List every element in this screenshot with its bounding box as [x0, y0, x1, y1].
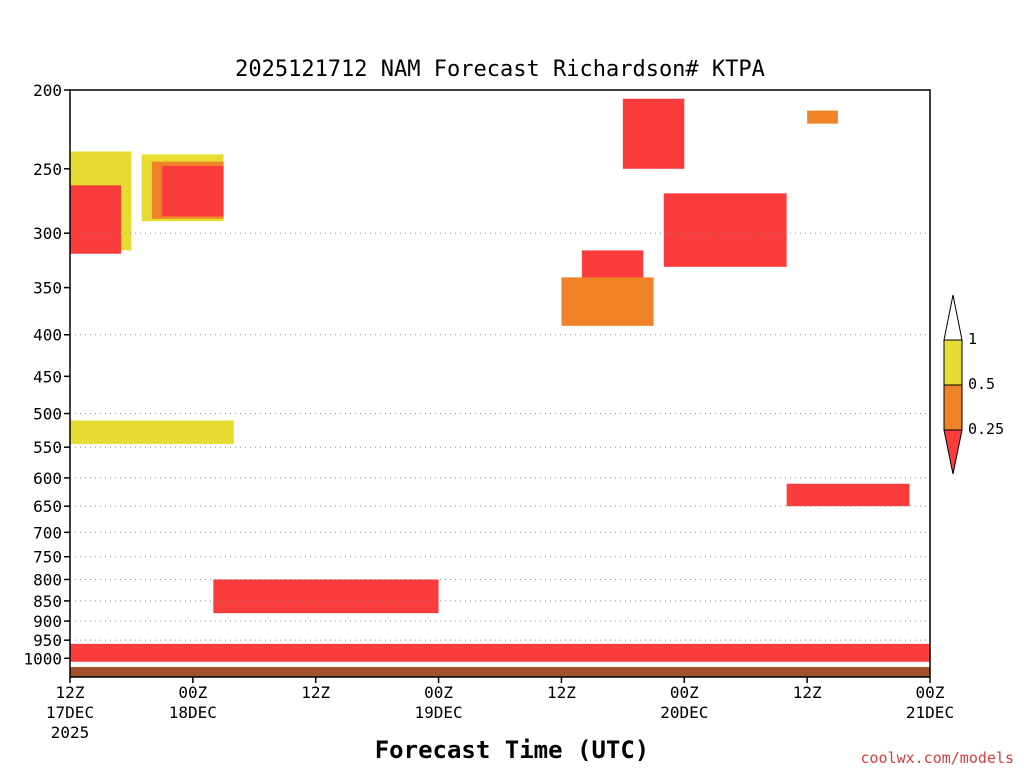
gridlines [70, 232, 930, 641]
heatmap-region-13 [213, 579, 439, 614]
y-tick-label-450: 450 [33, 367, 62, 386]
credit-link[interactable]: coolwx.com/models [860, 749, 1014, 767]
heatmap-region-4 [162, 165, 224, 217]
y-tick-label-500: 500 [33, 405, 62, 424]
x-tick-label-4-0: 12Z [547, 683, 576, 702]
legend-swatch-gt-1 [943, 294, 963, 341]
legend-swatch-0.5-to-1 [943, 339, 963, 386]
x-tick-label-3-1: 19DEC [414, 703, 462, 722]
legend-label-1: 1 [968, 330, 977, 348]
y-tick-label-600: 600 [33, 469, 62, 488]
plot-frame [69, 89, 931, 678]
heatmap-region-5 [622, 98, 685, 169]
x-tick-label-5-0: 00Z [670, 683, 699, 702]
x-tick-label-6-0: 12Z [793, 683, 822, 702]
plot-area [69, 89, 931, 678]
y-tick-label-300: 300 [33, 224, 62, 243]
legend-swatch-0.25-to-0.5 [943, 384, 963, 431]
y-tick-label-1000: 1000 [23, 649, 62, 668]
y-tick-label-400: 400 [33, 326, 62, 345]
x-tick-label-1-1: 18DEC [169, 703, 217, 722]
heatmap-region-7 [663, 193, 787, 267]
x-axis-label: Forecast Time (UTC) [375, 736, 650, 764]
x-tick-label-0-0: 12Z [56, 683, 85, 702]
x-tick-label-1-0: 00Z [178, 683, 207, 702]
x-tick-label-0-1: 17DEC [46, 703, 94, 722]
y-tick-label-250: 250 [33, 160, 62, 179]
x-tick-label-0-2: 2025 [51, 723, 90, 742]
x-tick-label-2-0: 12Z [301, 683, 330, 702]
y-tick-label-800: 800 [33, 570, 62, 589]
x-tick-label-7-0: 00Z [916, 683, 945, 702]
y-tick-label-850: 850 [33, 592, 62, 611]
ground-bar [70, 667, 930, 677]
y-tick-label-550: 550 [33, 438, 62, 457]
y-tick-label-900: 900 [33, 612, 62, 631]
y-tick-label-700: 700 [33, 523, 62, 542]
heatmap-region-12 [70, 643, 930, 662]
y-tick-label-750: 750 [33, 548, 62, 567]
heatmap-region-9 [561, 277, 654, 326]
y-tick-label-350: 350 [33, 279, 62, 298]
y-tick-label-650: 650 [33, 497, 62, 516]
x-tick-label-3-0: 00Z [424, 683, 453, 702]
color-legend: 1 0.5 0.25 [943, 294, 1004, 475]
y-tick-label-200: 200 [33, 81, 62, 100]
y-axis: 200 250 300 350 400 450 500 550 600 650 700 750 800 8… [23, 81, 70, 668]
x-tick-label-5-1: 20DEC [660, 703, 708, 722]
legend-label-0.25: 0.25 [968, 420, 1004, 438]
heatmap-region-8 [807, 110, 838, 124]
heatmap-region-11 [786, 483, 910, 507]
heatmap-region-1 [70, 185, 122, 254]
heatmap-region-10 [70, 420, 234, 444]
y-tick-label-950: 950 [33, 631, 62, 650]
legend-swatch-lt-0.25 [943, 429, 963, 475]
chart-title: 2025121712 NAM Forecast Richardson# KTPA [235, 57, 765, 82]
legend-label-0.5: 0.5 [968, 375, 995, 393]
x-tick-label-7-1: 21DEC [906, 703, 954, 722]
heatmap-cells [70, 98, 930, 662]
